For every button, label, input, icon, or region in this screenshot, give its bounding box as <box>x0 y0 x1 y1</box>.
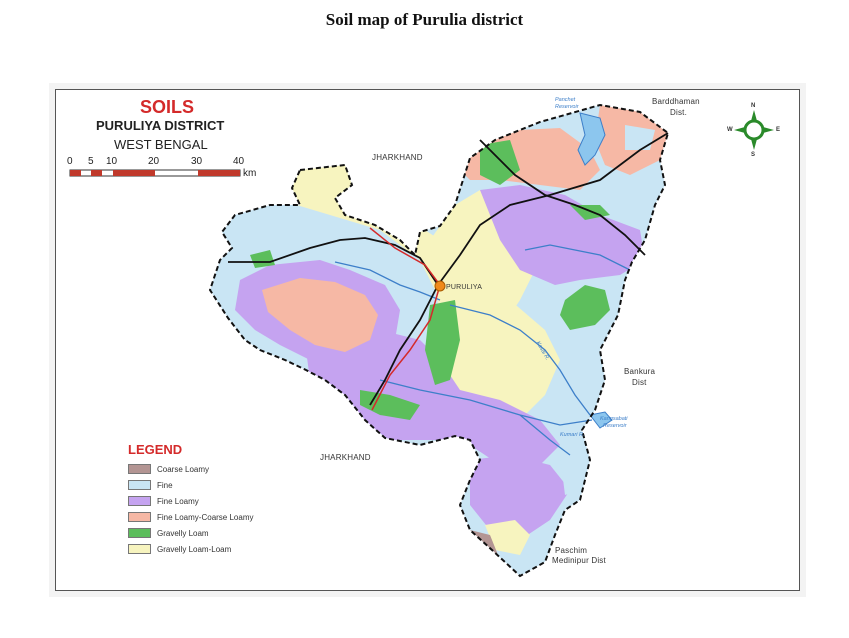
label-puruliya: PURULIYA <box>446 284 483 291</box>
scale-tick: 30 <box>191 156 203 167</box>
puruliya-town-marker <box>434 280 446 292</box>
compass-north-label: N <box>751 103 756 109</box>
river-line <box>334 261 441 301</box>
scale-tick: 20 <box>148 156 160 167</box>
rivers <box>334 244 631 456</box>
legend-item: Gravelly Loam-Loam <box>128 543 231 555</box>
scale-tick: 0 <box>67 156 73 167</box>
legend-swatch <box>128 512 151 522</box>
gravelly-loam-loam-region <box>485 520 530 555</box>
scale-tick: 40 <box>233 156 245 167</box>
legend-label: Fine <box>157 480 173 490</box>
scale-unit: km <box>243 168 257 179</box>
legend-label: Coarse Loamy <box>157 464 210 474</box>
legend-swatch <box>128 464 151 474</box>
gravelly-loam-region <box>570 205 610 220</box>
legend-label: Gravelly Loam-Loam <box>157 544 232 554</box>
kasai-river <box>449 304 591 416</box>
river-line <box>519 414 571 456</box>
kangsabati-reservoir <box>589 411 613 429</box>
legend-item: Coarse Loamy <box>128 463 209 475</box>
compass-icon <box>734 110 774 150</box>
label-medinipur: Medinipur Dist <box>552 556 606 565</box>
fine-loamy-coarse-loamy-region <box>262 278 378 352</box>
label-bankura-dist: Dist <box>632 378 647 387</box>
railway-line <box>369 284 439 406</box>
label-jharkhand-south: JHARKHAND <box>320 453 371 462</box>
railway-line <box>437 132 669 286</box>
scale-tick: 10 <box>106 156 118 167</box>
railways <box>228 132 669 406</box>
label-kumari-river: Kumari R. <box>560 432 585 438</box>
railway-line <box>479 139 646 256</box>
scale-bar <box>69 169 241 177</box>
fine-region <box>625 125 655 150</box>
legend-label: Gravelly Loam <box>157 528 209 538</box>
label-bardhaman-dist: Dist. <box>670 108 687 117</box>
map-title: SOILS <box>140 97 195 117</box>
label-panchet-reservoir: Reservoir <box>555 104 579 110</box>
label-panchet: Panchet <box>555 97 576 103</box>
scale-tick: 5 <box>88 156 94 167</box>
district-boundary <box>208 103 670 578</box>
legend-swatch <box>128 496 151 506</box>
gravelly-loam-region <box>250 250 275 268</box>
panchet-reservoir <box>577 112 606 166</box>
label-kangsabati: Kangsabati <box>600 416 628 422</box>
highway <box>369 227 441 411</box>
compass-east-label: E <box>776 127 781 133</box>
legend-item: Gravelly Loam <box>128 527 209 539</box>
label-kangsabati-reservoir: Reservoir <box>603 423 627 429</box>
label-jharkhand-north: JHARKHAND <box>372 153 423 162</box>
map-district: PURULIYA DISTRICT <box>96 118 225 133</box>
legend-item: Fine <box>128 479 173 491</box>
gravelly-loam-region <box>560 285 610 330</box>
kumari-river <box>379 379 593 426</box>
legend-label: Fine Loamy <box>157 496 199 506</box>
compass-west-label: W <box>727 127 733 133</box>
fine-region <box>560 455 585 495</box>
legend-swatch <box>128 544 151 554</box>
legend-swatch <box>128 480 151 490</box>
map-state: WEST BENGAL <box>114 137 208 152</box>
fine-loamy-region <box>470 455 570 540</box>
gravelly-loam-region <box>425 300 460 385</box>
label-bankura: Bankura <box>624 367 656 376</box>
fine-loamy-region <box>480 185 645 285</box>
label-paschim: Paschim <box>555 546 588 555</box>
legend-item: Fine Loamy <box>128 495 199 507</box>
label-bardhaman: Barddhaman <box>652 97 700 106</box>
legend-title: LEGEND <box>128 442 183 457</box>
compass-south-label: S <box>751 152 756 158</box>
legend-swatch <box>128 528 151 538</box>
legend-item: Fine Loamy-Coarse Loamy <box>128 511 253 523</box>
legend-label: Fine Loamy-Coarse Loamy <box>157 512 254 522</box>
river-line <box>524 244 631 271</box>
page-title: Soil map of Purulia district <box>325 10 524 29</box>
railway-line <box>228 237 439 286</box>
